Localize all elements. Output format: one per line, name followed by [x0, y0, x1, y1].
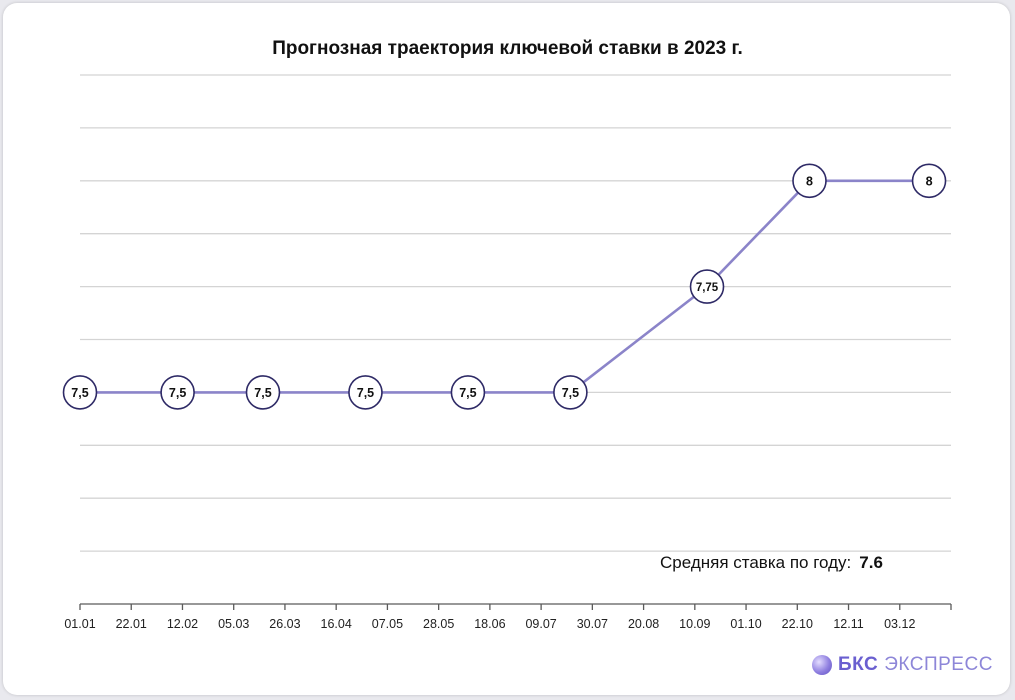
average-rate-value: 7.6: [859, 553, 883, 572]
data-point-marker: [911, 163, 947, 199]
x-tick-label: 12.11: [833, 617, 863, 631]
data-point-marker: [450, 375, 486, 410]
x-tick-label: 09.07: [525, 617, 556, 631]
x-tick-label: 07.05: [372, 617, 403, 631]
data-label: 7,5: [357, 386, 374, 400]
data-point: 8: [792, 163, 827, 199]
data-label: 7,75: [696, 282, 719, 294]
data-point: 7,5: [553, 375, 588, 410]
data-label: 7,5: [71, 386, 88, 400]
x-tick-label: 28.05: [423, 617, 454, 631]
x-tick-label: 30.07: [577, 617, 608, 631]
data-point-marker: [689, 269, 725, 304]
x-tick-label: 01.01: [64, 617, 95, 631]
data-point: 7,75: [689, 269, 725, 304]
chart-card: [3, 3, 1010, 695]
x-tick-labels: 01.01 22.01 12.02 05.03 26.03 16.04 07.05 28.05…: [64, 617, 915, 631]
data-label: 7,5: [254, 386, 271, 400]
data-label: 7,5: [459, 386, 476, 400]
x-axis: [79, 603, 952, 610]
data-label: 8: [926, 174, 933, 188]
data-label: 7,5: [562, 386, 579, 400]
data-point-marker: [245, 375, 281, 410]
data-point-marker: [553, 375, 588, 410]
x-tick-label: 12.02: [167, 617, 198, 631]
data-point: 7,5: [62, 375, 98, 410]
data-point: 7,5: [450, 375, 486, 410]
x-tick-label: 22.01: [116, 617, 147, 631]
x-tick-label: 01.10: [730, 617, 761, 631]
brand-logo: БКС ЭКСПРЕСС: [812, 652, 993, 678]
data-point: 7,5: [245, 375, 281, 410]
data-point-marker: [160, 375, 195, 410]
average-rate-label: Средняя ставка по году:: [660, 553, 852, 572]
brand-name: БКС: [838, 654, 879, 675]
data-point: 8: [911, 163, 947, 199]
data-point-marker: [348, 375, 383, 410]
data-label: 8: [806, 174, 813, 188]
brand-suffix: ЭКСПРЕСС: [884, 654, 993, 675]
data-label: 7,5: [169, 386, 186, 400]
x-tick-label: 05.03: [218, 617, 249, 631]
data-point: 7,5: [348, 375, 383, 410]
data-point-marker: [792, 163, 827, 199]
data-point-marker: [62, 375, 98, 410]
grid-lines: [80, 74, 951, 552]
data-markers: 7,5 7,5 7,5 7,5 7,5 7,5 7,75 8 8: [62, 163, 947, 410]
chart-title: Прогнозная траектория ключевой ставки в …: [272, 38, 743, 59]
x-tick-label: 22.10: [782, 617, 813, 631]
x-tick-label: 26.03: [269, 617, 300, 631]
x-tick-label: 10.09: [679, 617, 710, 631]
x-tick-label: 16.04: [321, 617, 352, 631]
x-tick-label: 03.12: [884, 617, 915, 631]
average-rate: Средняя ставка по году: 7.6: [660, 553, 883, 573]
x-tick-label: 18.06: [474, 617, 505, 631]
x-tick-label: 20.08: [628, 617, 659, 631]
brand-ball-icon: [812, 655, 832, 675]
data-point: 7,5: [160, 375, 195, 410]
